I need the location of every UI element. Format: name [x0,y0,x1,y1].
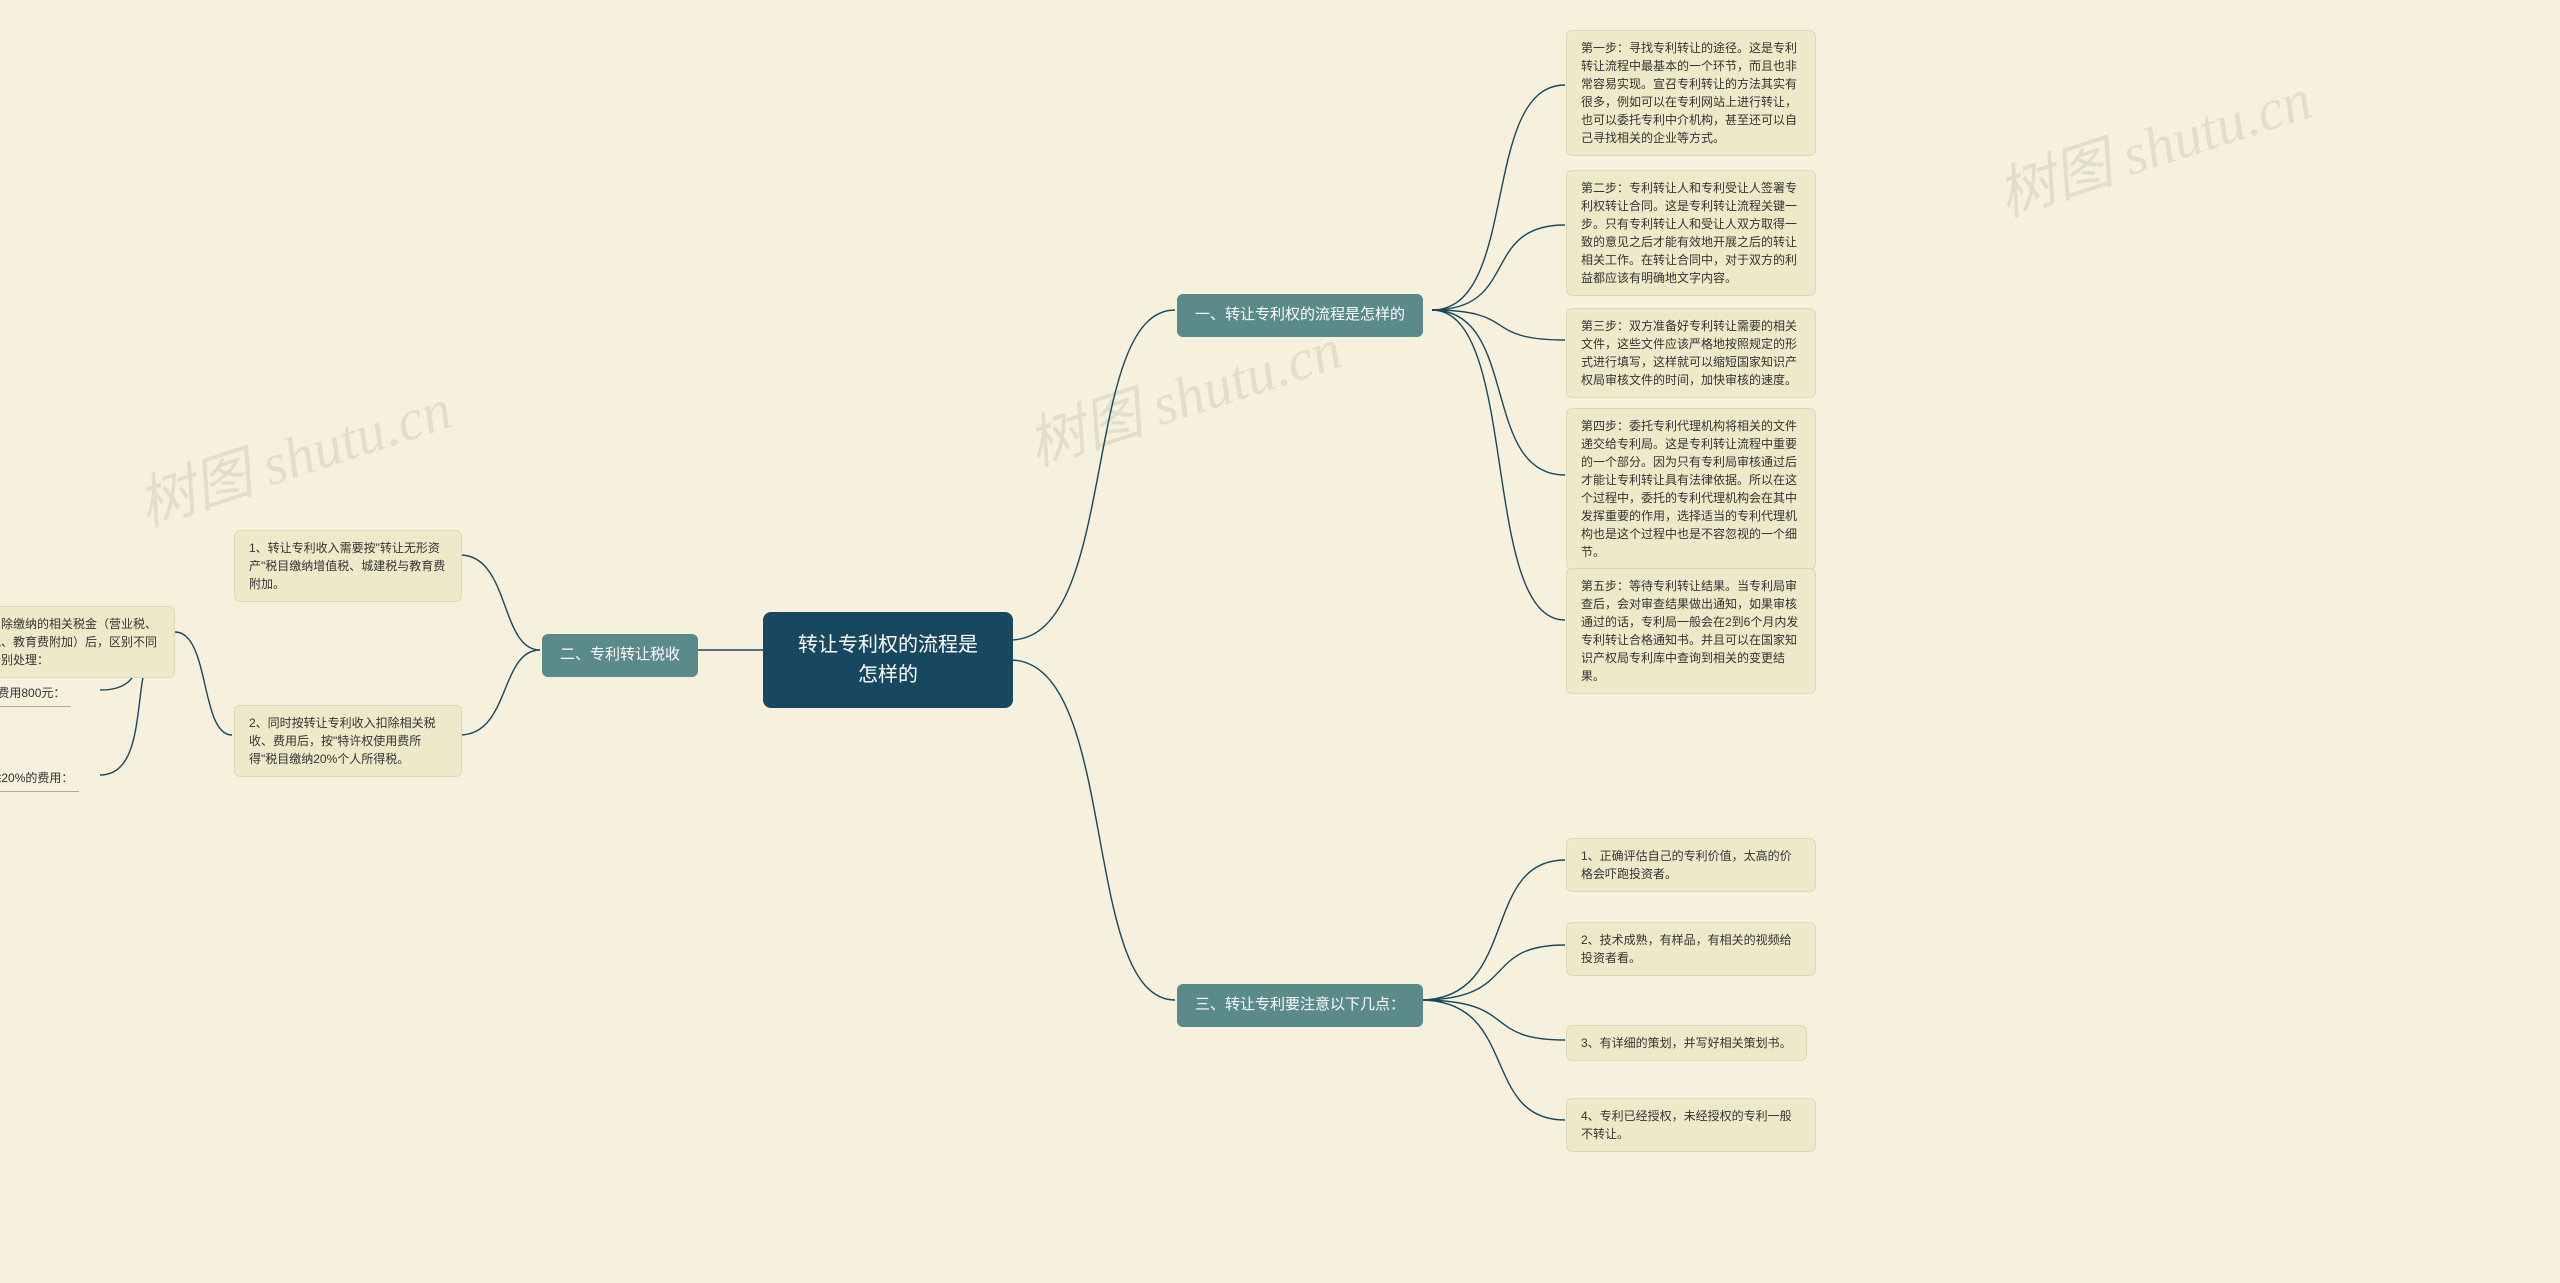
leaf-tax-sub1: （1）不到4000元的，扣除费用800元： [0,680,71,707]
leaf-note1: 1、正确评估自己的专利价值，太高的价格会吓跑投资者。 [1566,838,1816,892]
leaf-step4: 第四步：委托专利代理机构将相关的文件递交给专利局。这是专利转让流程中重要的一个部… [1566,408,1816,570]
connector-lines [0,0,2560,1283]
watermark: 树图 shutu.cn [1985,52,2320,232]
leaf-note4: 4、专利已经授权，未经授权的专利一般不转让。 [1566,1098,1816,1152]
leaf-step2: 第二步：专利转让人和专利受让人签署专利权转让合同。这是专利转让流程关键一步。只有… [1566,170,1816,296]
watermark: 树图 shutu.cn [125,362,460,542]
branch-tax: 二、专利转让税收 [542,634,698,677]
leaf-tax-sub-intro: 收入扣除缴纳的相关税金（营业税、城建税、教育费附加）后，区别不同收入分别处理： [0,606,175,678]
leaf-step1: 第一步：寻找专利转让的途径。这是专利转让流程中最基本的一个环节，而且也非常容易实… [1566,30,1816,156]
leaf-tax2: 2、同时按转让专利收入扣除相关税收、费用后，按"特许权使用费所得"税目缴纳20%… [234,705,462,777]
branch-process: 一、转让专利权的流程是怎样的 [1177,294,1423,337]
leaf-step5: 第五步：等待专利转让结果。当专利局审查后，会对审查结果做出通知，如果审核通过的话… [1566,568,1816,694]
branch-notes: 三、转让专利要注意以下几点： [1177,984,1423,1027]
leaf-step3: 第三步：双方准备好专利转让需要的相关文件，这些文件应该严格地按照规定的形式进行填… [1566,308,1816,398]
leaf-tax1: 1、转让专利收入需要按"转让无形资产"税目缴纳增值税、城建税与教育费附加。 [234,530,462,602]
root-node: 转让专利权的流程是怎样的 [763,612,1013,708]
leaf-note3: 3、有详细的策划，并写好相关策划书。 [1566,1025,1807,1061]
leaf-tax-sub2: （2）收入超过4000元的，扣除20%的费用： [0,765,79,792]
leaf-note2: 2、技术成熟，有样品，有相关的视频给投资者看。 [1566,922,1816,976]
